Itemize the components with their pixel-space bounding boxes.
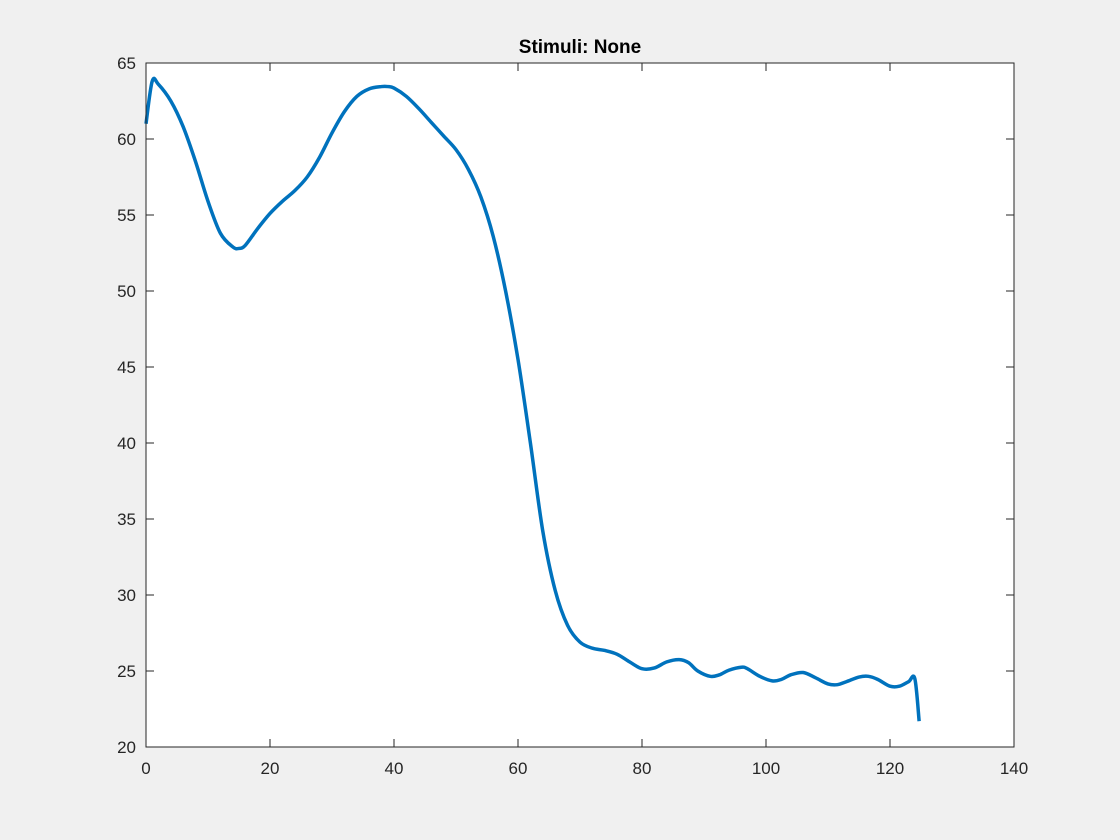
axes-frame bbox=[145, 62, 1015, 748]
y-tick-label: 55 bbox=[117, 206, 136, 225]
x-tick-label: 0 bbox=[141, 759, 150, 778]
y-tick-label: 65 bbox=[117, 54, 136, 73]
chart-title: Stimuli: None bbox=[519, 37, 641, 58]
y-tick-label: 60 bbox=[117, 130, 136, 149]
y-tick-label: 40 bbox=[117, 434, 136, 453]
x-tick-label: 100 bbox=[752, 759, 780, 778]
tick-labels: 0 20 40 60 80 100 120 140 20 25 30 35 40 45 50 55 60 65 bbox=[117, 54, 1028, 778]
x-tick-label: 20 bbox=[261, 759, 280, 778]
series-layer bbox=[144, 76, 921, 722]
x-tick-label: 140 bbox=[1000, 759, 1028, 778]
y-tick-label: 35 bbox=[117, 510, 136, 529]
x-tick-label: 120 bbox=[876, 759, 904, 778]
y-tick-label: 25 bbox=[117, 662, 136, 681]
y-tick-label: 20 bbox=[117, 738, 136, 757]
y-tick-label: 30 bbox=[117, 586, 136, 605]
series-line-signal bbox=[144, 76, 921, 722]
x-tick-label: 40 bbox=[385, 759, 404, 778]
x-tick-label: 80 bbox=[633, 759, 652, 778]
x-tick-label: 60 bbox=[509, 759, 528, 778]
plot-area bbox=[146, 63, 1014, 747]
y-tick-label: 45 bbox=[117, 358, 136, 377]
y-tick-label: 50 bbox=[117, 282, 136, 301]
